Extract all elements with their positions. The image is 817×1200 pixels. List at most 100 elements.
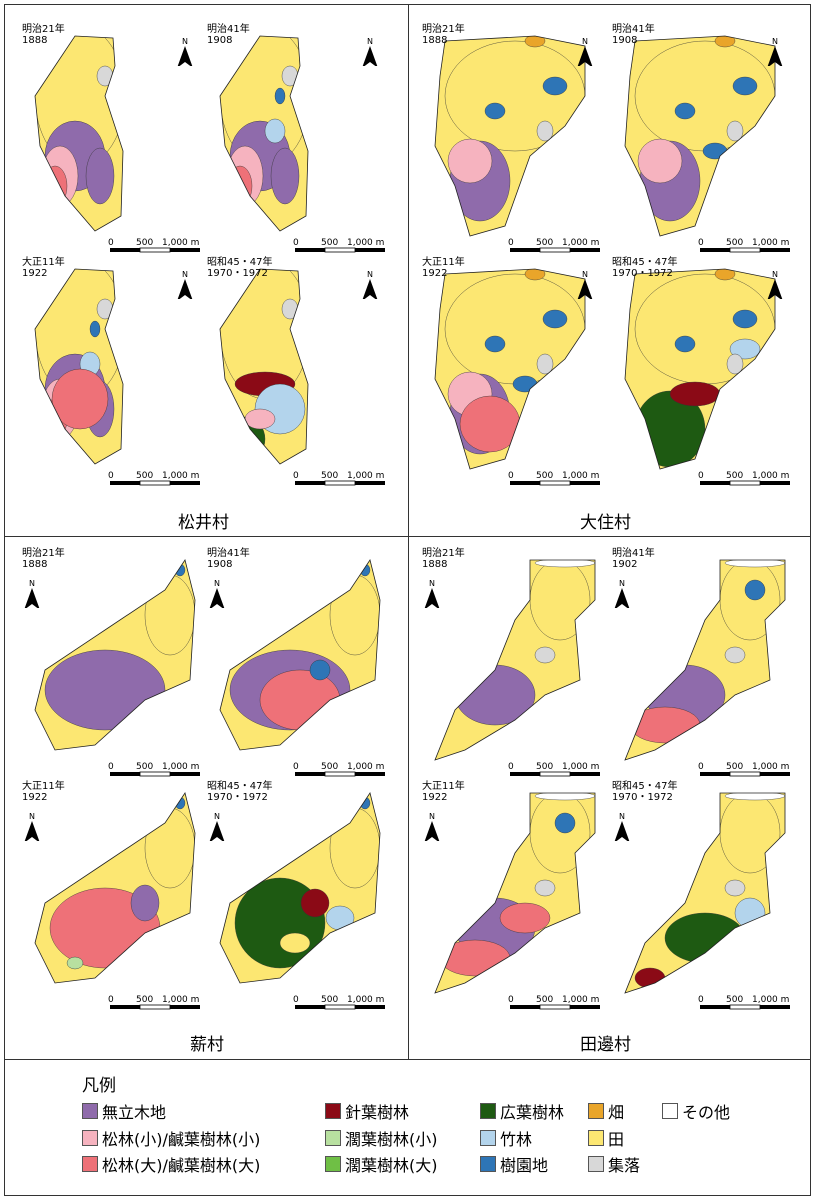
year-text: 1922 <box>422 792 448 803</box>
scale-bar: 0 500 1,000 m <box>698 995 790 1010</box>
land-use-patch-village <box>534 879 556 897</box>
land-use-map <box>34 559 196 751</box>
land-use-patch-pineS <box>637 138 683 184</box>
year-text: 1970・1972 <box>612 792 673 803</box>
land-use-patch-paddy <box>634 273 775 385</box>
land-use-map <box>624 792 786 994</box>
scale-bar: 0 500 1,000 m <box>698 471 790 486</box>
village-name-osumi: 大住村 <box>580 513 631 533</box>
scale-label-max: 1,000 m <box>752 995 789 1005</box>
scale-label-mid: 500 <box>136 471 153 481</box>
land-use-patch-paddy <box>444 40 585 152</box>
era-text: 明治41年 <box>612 548 655 559</box>
scale-bar: 0 500 1,000 m <box>293 995 385 1010</box>
year-text: 1888 <box>422 35 448 46</box>
period-label: 大正11年 1922 <box>22 257 65 279</box>
land-use-map <box>219 559 381 751</box>
legend-label: その他 <box>682 1103 731 1122</box>
land-use-patch-other <box>534 560 595 568</box>
land-use-patch-bamboo <box>729 338 761 360</box>
legend-title: 凡例 <box>82 1076 116 1096</box>
legend-label: 集落 <box>608 1156 641 1175</box>
scale-label-max: 1,000 m <box>162 471 199 481</box>
period-label: 昭和45・47年 1970・1972 <box>207 781 272 803</box>
year-text: 1908 <box>207 35 233 46</box>
land-use-patch-pineL <box>42 165 68 207</box>
land-use-patch-other <box>534 793 595 801</box>
land-use-patch-conifer <box>669 381 721 407</box>
north-arrow-icon: N <box>362 37 378 66</box>
land-use-patch-bamboo <box>264 118 286 144</box>
land-use-patch-pineS <box>447 138 493 184</box>
grid-divider-vertical <box>408 4 409 1060</box>
year-text: 1922 <box>22 792 48 803</box>
land-use-patch-village <box>726 120 744 142</box>
year-text: 1970・1972 <box>207 792 268 803</box>
period-label: 明治41年 1908 <box>612 24 655 46</box>
land-use-patch-bamboo <box>325 905 355 931</box>
land-use-patch-pineL <box>51 368 109 430</box>
land-use-patch-paddy <box>329 574 380 656</box>
scale-label-zero: 0 <box>698 762 704 772</box>
scale-bar: 0 500 1,000 m <box>108 995 200 1010</box>
north-label: N <box>429 812 435 821</box>
north-arrow-icon: N <box>209 812 225 841</box>
legend-label: 無立木地 <box>102 1103 167 1122</box>
north-arrow-icon: N <box>177 270 193 299</box>
scale-bar: 0 500 1,000 m <box>698 762 790 777</box>
era-text: 昭和45・47年 <box>207 257 273 268</box>
land-use-map <box>219 268 309 465</box>
legend-swatch <box>325 1103 341 1119</box>
scale-bar: 0 500 1,000 m <box>293 471 385 486</box>
year-text: 1902 <box>612 559 638 570</box>
legend-item: 竹林 <box>480 1126 532 1150</box>
era-text: 大正11年 <box>22 257 65 268</box>
map-panel-osumi-3: 大正11年 1922 N 0 500 1,000 m <box>420 257 620 519</box>
era-text: 昭和45・47年 <box>207 781 273 792</box>
scale-bar: 0 500 1,000 m <box>293 238 385 253</box>
year-text: 1922 <box>22 268 48 279</box>
north-label: N <box>619 812 625 821</box>
legend-label: 広葉樹林 <box>500 1103 565 1122</box>
scale-label-mid: 500 <box>726 238 743 248</box>
land-use-patch-bare <box>454 664 536 726</box>
north-arrow-icon: N <box>577 270 593 299</box>
scale-label-zero: 0 <box>293 238 299 248</box>
land-use-patch-orchard <box>702 142 728 160</box>
map-panel-matsui-3: 大正11年 1922 N 0 500 1,000 m <box>20 257 220 519</box>
legend-box <box>4 1059 811 1196</box>
land-use-patch-orchard <box>674 102 696 120</box>
scale-label-zero: 0 <box>293 471 299 481</box>
land-use-patch-orchard <box>89 320 101 338</box>
era-text: 明治41年 <box>612 24 655 35</box>
legend-item: 樹園地 <box>480 1152 548 1176</box>
map-panel-takigi-4: 昭和45・47年 1970・1972 N 0 500 1,000 m <box>205 781 405 1043</box>
scale-bar: 0 500 1,000 m <box>698 238 790 253</box>
legend-label: 樹園地 <box>500 1156 549 1175</box>
period-label: 明治21年 1888 <box>22 548 65 570</box>
year-text: 1908 <box>612 35 638 46</box>
land-use-map <box>434 268 586 470</box>
scale-label-mid: 500 <box>726 471 743 481</box>
period-label: 大正11年 1922 <box>422 257 465 279</box>
scale-label-zero: 0 <box>698 995 704 1005</box>
legend-item: その他 <box>662 1099 730 1123</box>
scale-label-max: 1,000 m <box>562 995 599 1005</box>
land-use-patch-paddy <box>329 807 380 889</box>
scale-label-mid: 500 <box>536 995 553 1005</box>
land-use-patch-village <box>724 646 746 664</box>
north-arrow-icon: N <box>362 270 378 299</box>
period-label: 明治41年 1908 <box>207 24 250 46</box>
map-panel-takigi-1: 明治21年 1888 N 0 500 1,000 m <box>20 548 220 810</box>
legend-swatch <box>588 1103 604 1119</box>
legend-item: 無立木地 <box>82 1099 166 1123</box>
scale-bar: 0 500 1,000 m <box>108 762 200 777</box>
year-text: 1970・1972 <box>207 268 268 279</box>
north-label: N <box>182 270 188 279</box>
scale-label-max: 1,000 m <box>562 762 599 772</box>
map-panel-matsui-4: 昭和45・47年 1970・1972 N 0 500 1,000 m <box>205 257 405 519</box>
map-panel-tanabe-2: 明治41年 1902 N 0 500 1,000 m <box>610 548 810 810</box>
year-text: 1970・1972 <box>612 268 673 279</box>
legend-swatch <box>325 1130 341 1146</box>
land-use-map <box>624 268 776 470</box>
